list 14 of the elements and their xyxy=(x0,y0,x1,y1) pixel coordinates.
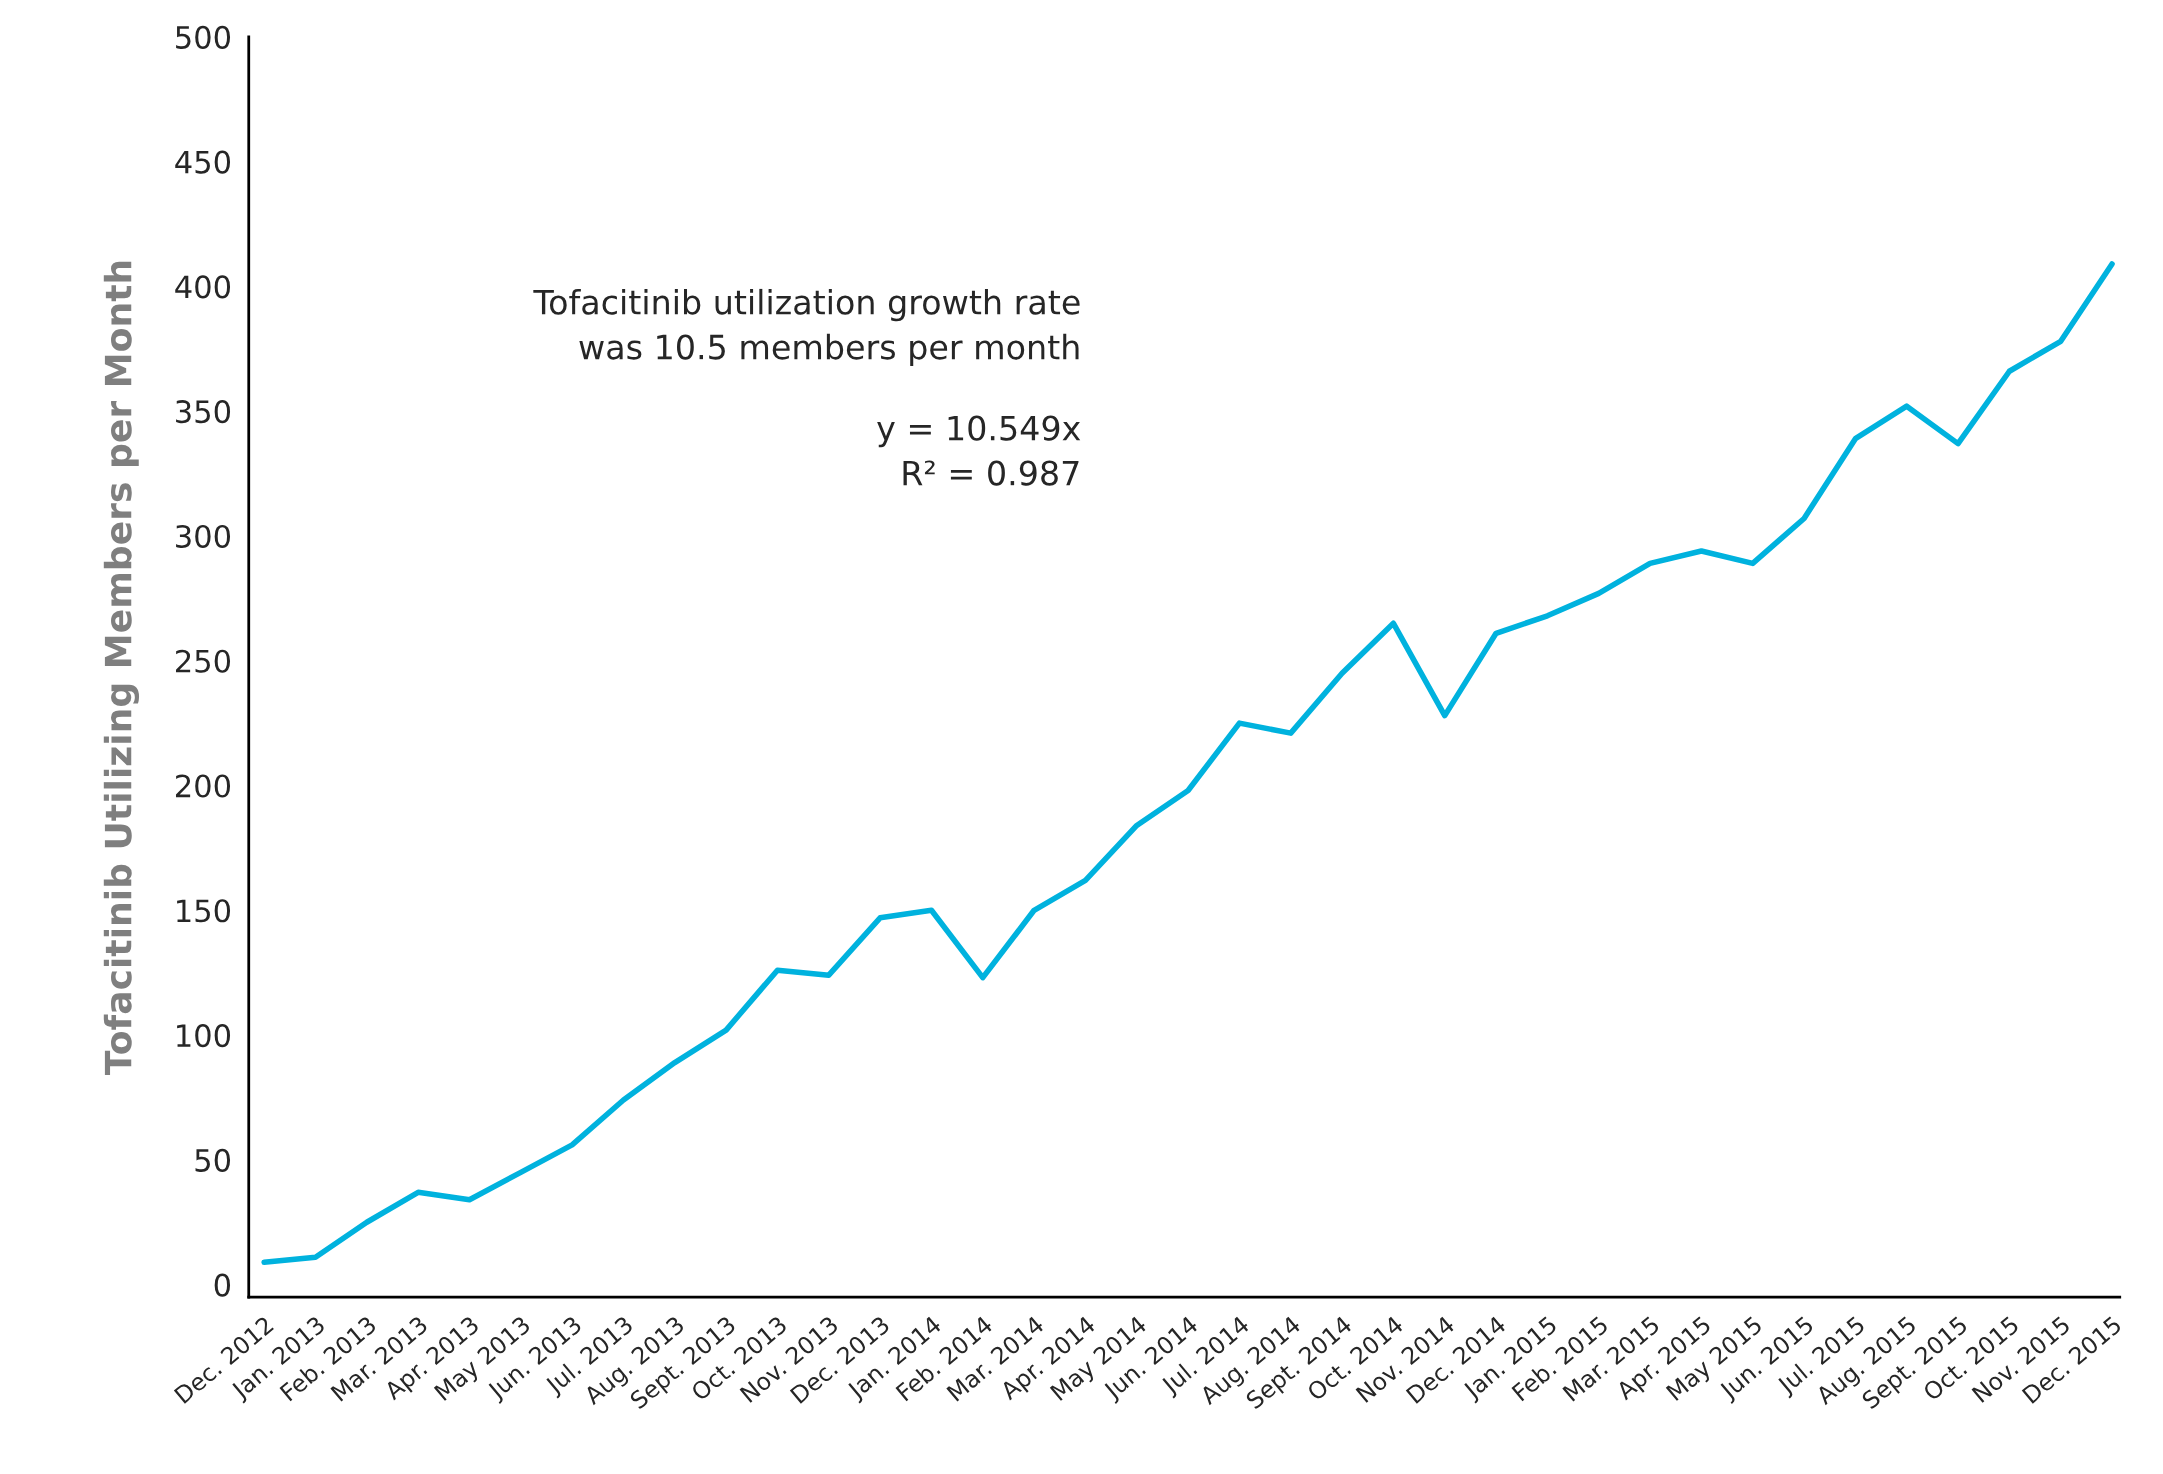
y-tick-label: 300 xyxy=(176,524,231,549)
y-tick-label: 50 xyxy=(195,1148,231,1172)
y-tick-label: 450 xyxy=(175,150,231,174)
y-tick-label: 0 xyxy=(214,1273,231,1297)
y-tick-label: 350 xyxy=(176,400,231,424)
y-tick-label: 150 xyxy=(177,899,231,923)
y-tick-label: 500 xyxy=(176,25,231,49)
annotation: y = 10.549x R² = 0.987 xyxy=(877,415,1081,486)
annotation: Tofacitinib utilization growth rate was 10.5 members per month xyxy=(533,288,1080,367)
y-axis-title: Tofacitinib Utilizing Members per Month xyxy=(103,261,140,1075)
y-tick-label: 200 xyxy=(175,774,231,798)
y-tick-label: 400 xyxy=(175,275,231,299)
y-tick-label: 100 xyxy=(177,1024,231,1048)
y-tick-label: 250 xyxy=(175,649,231,673)
